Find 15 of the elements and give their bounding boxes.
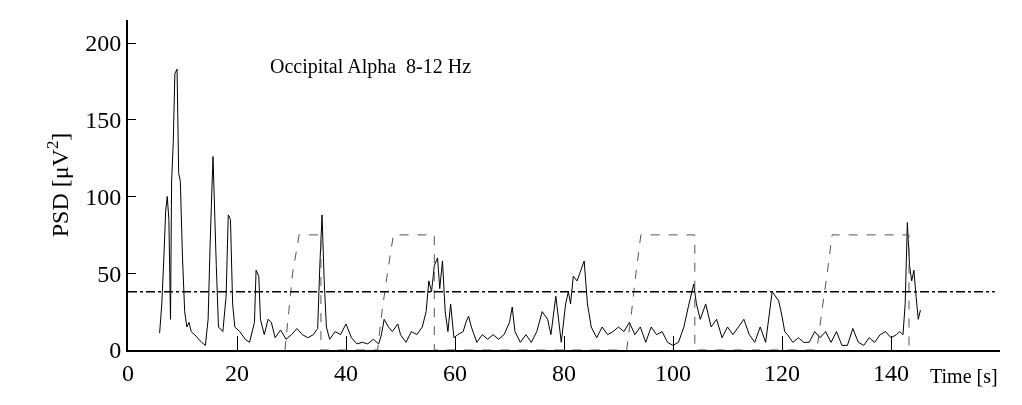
annotation: Occipital Alpha 8-12 Hz (270, 55, 472, 78)
y-tick-label: 200 (85, 30, 122, 57)
y-tick-label: 50 (97, 260, 122, 287)
x-tick-label: 60 (443, 359, 467, 386)
x-tick-label: 100 (655, 359, 691, 386)
x-tick-label: 20 (225, 359, 249, 386)
x-tick-label: 40 (334, 359, 358, 386)
y-tick-label: 100 (85, 183, 122, 210)
y-tick-label: 150 (85, 107, 122, 134)
x-tick-label: 120 (764, 359, 800, 386)
x-tick-label: 80 (552, 359, 576, 386)
x-axis-title: Time [s] (930, 365, 998, 387)
x-tick-label: 140 (873, 359, 909, 386)
line-series (284, 234, 910, 350)
y-tick-label: 0 (109, 337, 122, 364)
